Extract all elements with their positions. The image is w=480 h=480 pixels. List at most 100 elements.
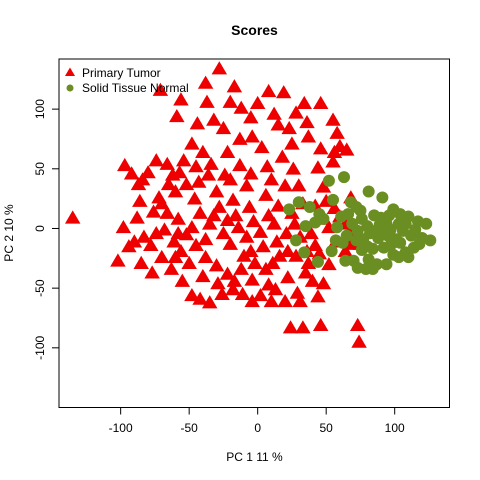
data-point: [380, 258, 393, 271]
data-point: [283, 203, 296, 216]
data-point: [281, 120, 297, 135]
data-point: [199, 94, 215, 108]
data-point: [275, 85, 292, 99]
data-point: [315, 276, 332, 290]
data-point: [376, 191, 389, 204]
data-point: [359, 263, 372, 276]
data-point: [192, 205, 208, 219]
points-layer: [64, 61, 437, 348]
data-point: [288, 248, 304, 262]
data-point: [383, 209, 396, 222]
data-point: [222, 236, 239, 250]
data-point: [266, 216, 282, 230]
data-point: [219, 212, 236, 226]
legend: Primary Tumor Solid Tissue Normal: [64, 66, 189, 95]
data-point: [123, 166, 140, 180]
y-tick-label: 50: [33, 162, 47, 176]
legend-marker-solid-tissue-normal: [66, 84, 74, 92]
data-point: [284, 136, 300, 150]
data-point: [238, 229, 255, 243]
data-point: [394, 236, 407, 249]
data-point: [159, 205, 175, 219]
data-point: [255, 239, 271, 253]
data-point: [289, 285, 306, 299]
data-point: [277, 178, 293, 192]
data-point: [337, 243, 354, 258]
data-point: [197, 231, 214, 246]
data-point: [232, 157, 248, 172]
data-point: [249, 95, 266, 110]
data-point: [310, 160, 326, 174]
data-point: [197, 75, 214, 89]
data-point: [238, 178, 255, 192]
data-point: [286, 216, 303, 230]
data-point: [159, 156, 175, 170]
data-point: [299, 114, 315, 129]
data-point: [277, 293, 293, 308]
data-point: [192, 291, 208, 305]
data-point: [110, 253, 126, 267]
data-point: [321, 256, 337, 271]
data-point: [134, 172, 151, 186]
data-point: [247, 255, 263, 269]
data-point: [197, 249, 214, 263]
x-tick-label: -100: [109, 421, 133, 435]
data-point: [335, 210, 348, 223]
data-point: [166, 234, 182, 248]
data-point: [420, 217, 433, 230]
data-point: [312, 317, 329, 332]
data-point: [322, 174, 335, 187]
data-point: [184, 219, 200, 234]
data-point: [362, 185, 375, 198]
data-point: [252, 288, 269, 302]
data-point: [148, 153, 165, 167]
data-point: [201, 295, 218, 309]
data-point: [174, 273, 191, 287]
data-point: [263, 172, 280, 186]
data-point: [243, 110, 259, 124]
data-point: [311, 255, 324, 268]
data-point: [184, 288, 200, 302]
data-point: [234, 286, 251, 300]
x-tick-label: -50: [180, 421, 198, 435]
data-point: [377, 227, 390, 240]
data-point: [339, 254, 352, 267]
data-point: [241, 199, 258, 213]
data-point: [222, 172, 239, 186]
data-point: [225, 282, 241, 296]
x-axis-label: PC 1 11 %: [226, 450, 283, 464]
data-point: [377, 241, 390, 254]
data-point: [215, 225, 232, 240]
data-point: [244, 293, 260, 308]
data-point: [222, 94, 239, 108]
data-point: [167, 184, 184, 198]
data-point: [409, 223, 422, 236]
data-point: [349, 317, 366, 332]
data-point: [117, 157, 133, 172]
data-point: [170, 225, 186, 240]
data-point: [206, 112, 222, 126]
data-point: [219, 144, 236, 158]
data-point: [195, 268, 211, 283]
data-point: [312, 141, 329, 155]
data-point: [154, 249, 170, 263]
data-point: [259, 159, 275, 173]
data-point: [136, 229, 152, 243]
data-point: [300, 255, 317, 269]
legend-marker-primary-tumor: [64, 67, 76, 77]
data-point: [64, 210, 81, 224]
data-point: [233, 100, 249, 114]
data-point: [195, 144, 211, 158]
data-point: [186, 191, 203, 205]
data-point: [226, 273, 243, 287]
data-point: [300, 129, 317, 143]
data-point: [297, 265, 314, 279]
data-point: [243, 166, 259, 180]
data-point: [317, 212, 330, 225]
data-point: [311, 246, 328, 260]
data-point: [181, 255, 197, 269]
y-axis: -100 -50 0 50 100: [33, 99, 60, 360]
data-point: [175, 153, 192, 167]
data-point: [416, 232, 429, 245]
x-tick-label: 0: [254, 421, 261, 435]
